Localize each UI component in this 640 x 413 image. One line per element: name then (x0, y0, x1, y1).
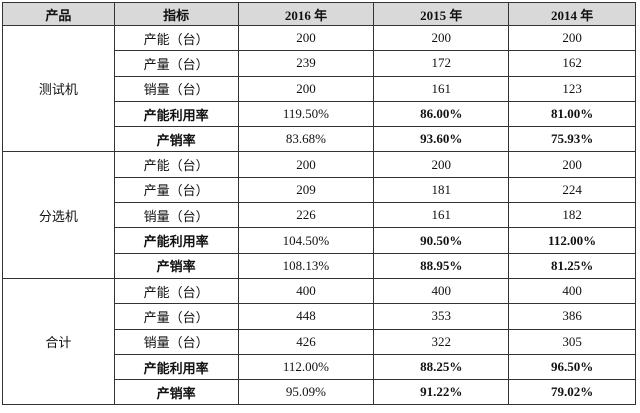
value-cell: 386 (508, 303, 636, 330)
table-row: 产能利用率 119.50% 86.00% 81.00% (3, 100, 636, 128)
value-cell: 108.13% (237, 252, 375, 279)
table-row: 分选机 产能（台） 200 200 200 (2, 151, 636, 279)
value-cell: 95.09% (237, 379, 375, 406)
indicator-cell: 产量（台） (113, 303, 239, 330)
table-row: 产销率 95.09% 91.22% 79.02% (3, 379, 636, 406)
table-body: 测试机 产能（台） 200 200 200 产量（台） 239 172 162 销量（台） 200 1… (2, 24, 636, 406)
value-cell: 200 (237, 151, 375, 178)
value-cell: 88.25% (373, 353, 510, 381)
value-cell: 91.22% (373, 379, 510, 406)
table-row: 合计 产能（台） 400 400 400 (2, 277, 636, 406)
table-row: 产销率 83.68% 93.60% 75.93% (3, 126, 636, 153)
table-row: 产量（台） 209 181 224 (3, 176, 636, 204)
value-cell: 182 (508, 202, 636, 229)
table-row: 产能利用率 112.00% 88.25% 96.50% (3, 353, 636, 381)
table-row: 测试机 产能（台） 200 200 200 (2, 24, 636, 153)
capacity-table: 产品 指标 2016 年 2015 年 2014 年 测试机 产能（台） 200 200 200… (2, 2, 636, 406)
value-cell: 200 (237, 75, 375, 102)
header-cell: 产品 (2, 2, 115, 26)
indicator-cell: 产能利用率 (113, 227, 239, 254)
indicator-cell: 销量（台） (113, 328, 239, 355)
product-cell: 测试机 (2, 24, 115, 153)
value-cell: 400 (373, 277, 510, 305)
indicator-cell: 产销率 (113, 126, 239, 153)
table-row: 产能利用率 104.50% 90.50% 112.00% (3, 227, 636, 254)
value-cell: 119.50% (237, 100, 375, 128)
value-cell: 93.60% (373, 126, 510, 153)
value-cell: 226 (237, 202, 375, 229)
value-cell: 305 (508, 328, 636, 355)
value-cell: 96.50% (508, 353, 636, 381)
value-cell: 90.50% (373, 227, 510, 254)
value-cell: 112.00% (237, 353, 375, 381)
value-cell: 200 (508, 24, 636, 52)
table-row: 产量（台） 239 172 162 (3, 50, 636, 77)
value-cell: 83.68% (237, 126, 375, 153)
indicator-cell: 产能（台） (113, 24, 239, 52)
indicator-cell: 产销率 (113, 252, 239, 279)
value-cell: 322 (373, 328, 510, 355)
indicator-cell: 销量（台） (113, 202, 239, 229)
product-cell: 分选机 (2, 151, 115, 279)
header-cell: 指标 (113, 2, 239, 26)
header-cell: 2016 年 (237, 2, 375, 26)
value-cell: 88.95% (373, 252, 510, 279)
value-cell: 200 (237, 24, 375, 52)
indicator-cell: 产能（台） (113, 151, 239, 178)
indicator-cell: 产量（台） (113, 176, 239, 204)
indicator-cell: 产量（台） (113, 50, 239, 77)
value-cell: 353 (373, 303, 510, 330)
value-cell: 112.00% (508, 227, 636, 254)
value-cell: 104.50% (237, 227, 375, 254)
value-cell: 81.00% (508, 100, 636, 128)
header-cell: 2015 年 (373, 2, 510, 26)
value-cell: 200 (373, 151, 510, 178)
value-cell: 400 (508, 277, 636, 305)
value-cell: 86.00% (373, 100, 510, 128)
value-cell: 400 (237, 277, 375, 305)
value-cell: 200 (508, 151, 636, 178)
indicator-cell: 产销率 (113, 379, 239, 406)
value-cell: 81.25% (508, 252, 636, 279)
value-cell: 172 (373, 50, 510, 77)
value-cell: 224 (508, 176, 636, 204)
value-cell: 162 (508, 50, 636, 77)
table-row: 销量（台） 200 161 123 (3, 75, 636, 102)
indicator-cell: 产能利用率 (113, 353, 239, 381)
value-cell: 426 (237, 328, 375, 355)
value-cell: 161 (373, 202, 510, 229)
table-row: 产销率 108.13% 88.95% 81.25% (3, 252, 636, 279)
value-cell: 200 (373, 24, 510, 52)
value-cell: 209 (237, 176, 375, 204)
value-cell: 239 (237, 50, 375, 77)
value-cell: 448 (237, 303, 375, 330)
table-row: 销量（台） 226 161 182 (3, 202, 636, 229)
indicator-cell: 产能利用率 (113, 100, 239, 128)
product-cell: 合计 (2, 277, 115, 406)
value-cell: 161 (373, 75, 510, 102)
indicator-cell: 销量（台） (113, 75, 239, 102)
value-cell: 79.02% (508, 379, 636, 406)
header-cell: 2014 年 (508, 2, 636, 26)
value-cell: 123 (508, 75, 636, 102)
header-row: 产品 指标 2016 年 2015 年 2014 年 (2, 2, 636, 26)
value-cell: 181 (373, 176, 510, 204)
value-cell: 75.93% (508, 126, 636, 153)
indicator-cell: 产能（台） (113, 277, 239, 305)
